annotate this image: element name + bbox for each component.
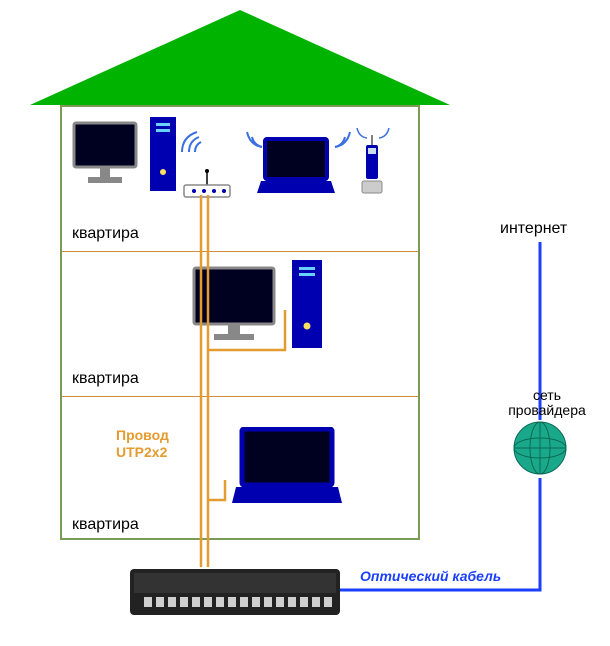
diagram-canvas: квартира квартира — [0, 0, 610, 646]
provider-network-icon — [512, 420, 568, 481]
optical-cable-label: Оптический кабель — [360, 568, 501, 584]
provider-label: сеть провайдера — [502, 388, 592, 419]
optical-cable — [0, 0, 610, 646]
